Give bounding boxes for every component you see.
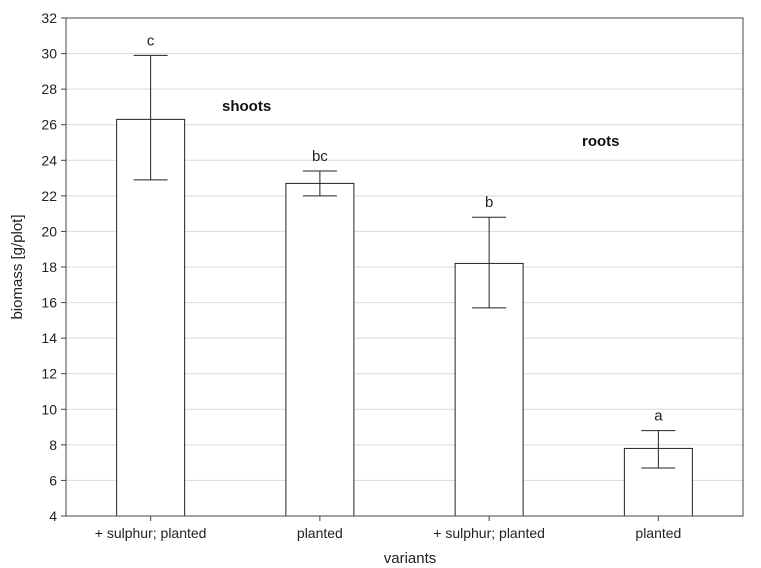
annotation-shoots: shoots: [222, 98, 271, 115]
y-tick-label: 28: [41, 81, 57, 97]
y-tick-label: 8: [49, 437, 57, 453]
x-tick-label: + sulphur; planted: [433, 525, 545, 541]
bars: [116, 118, 693, 517]
y-axis-title: biomass [g/plot]: [9, 214, 26, 319]
y-tick-label: 22: [41, 188, 57, 204]
x-tick-label: planted: [297, 525, 343, 541]
y-tick-label: 32: [41, 10, 57, 26]
y-tick-label: 16: [41, 295, 57, 311]
x-tick-label: + sulphur; planted: [95, 525, 207, 541]
y-tick-label: 10: [41, 401, 57, 417]
significance-label: b: [485, 194, 493, 211]
x-tick-label: planted: [635, 525, 681, 541]
x-axis-ticks: + sulphur; planted planted + sulphur; plan…: [95, 516, 681, 541]
significance-labels: c bc b a: [147, 32, 663, 424]
annotation-roots: roots: [582, 133, 620, 150]
y-tick-label: 14: [41, 330, 57, 346]
bar: [285, 182, 355, 517]
significance-label: bc: [312, 148, 328, 165]
y-tick-label: 30: [41, 46, 57, 62]
significance-label: c: [147, 32, 155, 49]
error-bars: [133, 54, 676, 469]
y-tick-label: 24: [41, 152, 57, 168]
y-tick-label: 4: [49, 508, 57, 524]
significance-label: a: [654, 408, 663, 425]
y-tick-label: 26: [41, 117, 57, 133]
y-tick-label: 18: [41, 259, 57, 275]
y-tick-label: 12: [41, 366, 57, 382]
bar: [116, 118, 186, 517]
x-axis-title: variants: [384, 550, 437, 567]
y-axis-ticks: 4 6 8 10 12 14 16 18 20 22 24 26 28 30 32: [41, 10, 66, 524]
y-tick-label: 20: [41, 223, 57, 239]
y-tick-label: 6: [49, 472, 57, 488]
